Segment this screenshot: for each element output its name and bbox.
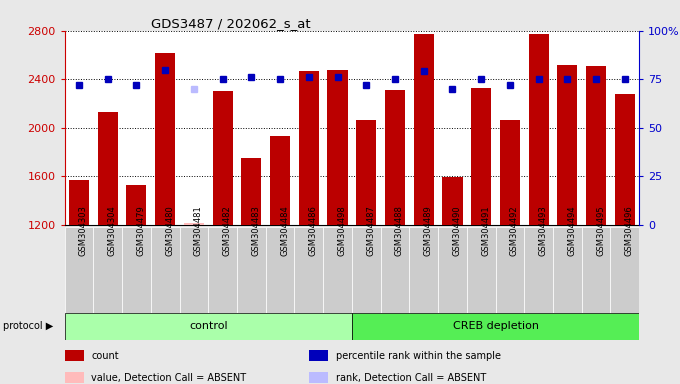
Bar [309,350,328,361]
Text: control: control [189,321,228,331]
Text: GSM304490: GSM304490 [452,205,462,256]
Bar [93,227,122,313]
Bar [180,227,208,313]
Text: rank, Detection Call = ABSENT: rank, Detection Call = ABSENT [336,373,486,383]
Bar [323,227,352,313]
Text: GSM304492: GSM304492 [510,205,519,256]
Bar [309,372,328,383]
Text: GSM304498: GSM304498 [337,205,347,256]
Bar [466,227,496,313]
Bar [524,227,553,313]
Bar [65,350,84,361]
Text: GSM304486: GSM304486 [309,205,318,256]
Bar [558,65,577,225]
Bar [155,53,175,225]
Bar [496,227,524,313]
Text: GSM304484: GSM304484 [280,205,289,256]
Bar [213,91,233,225]
Text: GSM304480: GSM304480 [165,205,174,256]
Bar [443,177,462,225]
Bar [208,227,237,313]
Bar [270,136,290,225]
Text: GDS3487 / 202062_s_at: GDS3487 / 202062_s_at [151,17,310,30]
Bar [69,180,89,225]
Text: GSM304489: GSM304489 [424,205,432,256]
Bar [237,227,266,313]
Text: CREB depletion: CREB depletion [453,321,539,331]
Text: GSM304479: GSM304479 [137,205,146,256]
Text: GSM304488: GSM304488 [395,205,404,256]
Text: GSM304493: GSM304493 [539,205,547,256]
Bar [65,227,93,313]
Bar [500,121,520,225]
Bar [65,372,84,383]
Bar [65,313,352,340]
Text: protocol ▶: protocol ▶ [3,321,54,331]
Bar [299,71,319,225]
Text: GSM304482: GSM304482 [222,205,232,256]
Bar [241,158,261,225]
Bar [126,185,146,225]
Bar [615,94,635,225]
Text: count: count [92,351,119,361]
Text: GSM304495: GSM304495 [596,205,605,256]
Text: GSM304494: GSM304494 [567,205,577,256]
Text: GSM304491: GSM304491 [481,205,490,256]
Text: GSM304483: GSM304483 [252,205,260,256]
Bar [611,227,639,313]
Bar [352,313,639,340]
Bar [553,227,582,313]
Text: GSM304496: GSM304496 [625,205,634,256]
Text: GSM304303: GSM304303 [79,205,88,256]
Bar [586,66,606,225]
Bar [581,227,611,313]
Bar [352,227,381,313]
Bar [528,34,549,225]
Bar [184,223,204,225]
Bar [381,227,409,313]
Bar [151,227,180,313]
Bar [413,34,434,225]
Bar [385,90,405,225]
Text: percentile rank within the sample: percentile rank within the sample [336,351,500,361]
Bar [328,70,347,225]
Bar [122,227,151,313]
Text: value, Detection Call = ABSENT: value, Detection Call = ABSENT [92,373,247,383]
Bar [98,112,118,225]
Text: GSM304481: GSM304481 [194,205,203,256]
Bar [471,88,491,225]
Bar [294,227,323,313]
Bar [266,227,294,313]
Text: GSM304304: GSM304304 [107,205,117,256]
Bar [438,227,466,313]
Bar [409,227,438,313]
Bar [356,121,376,225]
Text: GSM304487: GSM304487 [367,205,375,256]
